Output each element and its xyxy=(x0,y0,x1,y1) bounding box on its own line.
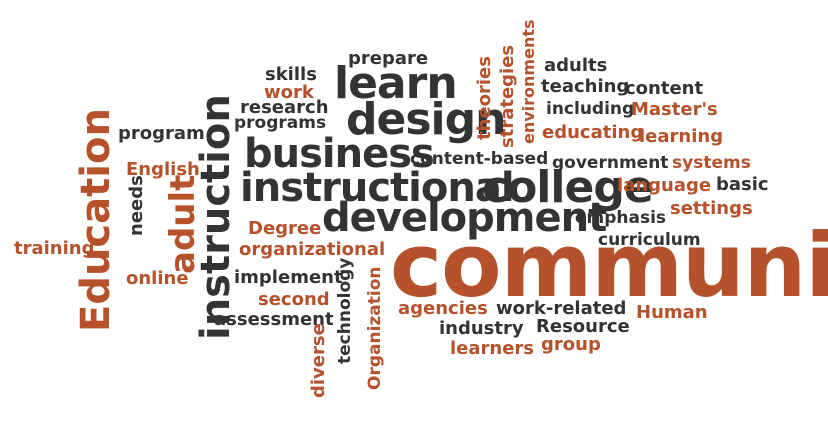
word-teaching: teaching xyxy=(541,76,630,97)
word-design: design xyxy=(346,94,506,145)
word-implement: implement xyxy=(234,267,343,288)
word-training: training xyxy=(14,238,95,259)
word-strategies: strategies xyxy=(497,44,518,148)
word-industry: industry xyxy=(439,318,524,339)
word-content-based: content-based xyxy=(410,149,549,169)
word-settings: settings xyxy=(670,198,753,219)
word-research: research xyxy=(240,97,329,118)
word-assessment: assessment xyxy=(214,309,334,330)
word-organizational: organizational xyxy=(239,239,386,260)
word-learners: learners xyxy=(450,338,535,359)
word-needs: needs xyxy=(126,175,147,236)
word-diverse: diverse xyxy=(308,323,329,398)
word-learn: learn xyxy=(334,58,458,109)
word-education: Education xyxy=(73,108,119,332)
word-learning: learning xyxy=(639,126,724,147)
word-skills: skills xyxy=(265,64,317,85)
word-adult: adult xyxy=(163,174,203,274)
word-environments: environments xyxy=(519,19,538,144)
word-basic: basic xyxy=(716,174,769,195)
word-development: development xyxy=(322,195,607,241)
word-community: community xyxy=(390,214,828,317)
word-educating: educating xyxy=(542,122,644,143)
word-masters: Master's xyxy=(631,99,718,120)
word-college: college xyxy=(482,162,654,213)
word-organization: Organization xyxy=(365,266,385,390)
word-technology: technology xyxy=(335,257,355,364)
word-content: content xyxy=(625,78,704,99)
word-online: online xyxy=(126,268,189,289)
word-emphasis: emphasis xyxy=(575,208,667,228)
word-human: Human xyxy=(636,302,708,323)
word-degree: Degree xyxy=(248,218,322,239)
word-group: group xyxy=(541,334,601,355)
word-business: business xyxy=(244,131,435,177)
word-second: second xyxy=(258,289,330,310)
word-including: including xyxy=(546,99,635,119)
word-resource: Resource xyxy=(536,316,630,337)
word-government: government xyxy=(552,153,669,173)
word-english: English xyxy=(126,159,200,180)
word-agencies: agencies xyxy=(398,298,488,319)
word-programs: programs xyxy=(234,113,327,133)
word-work-related: work-related xyxy=(496,298,627,319)
word-instructional: instructional xyxy=(240,165,515,211)
word-systems: systems xyxy=(672,153,751,173)
word-language: language xyxy=(617,175,712,196)
word-adults: adults xyxy=(544,55,608,76)
word-theories: theories xyxy=(474,56,495,140)
word-work: work xyxy=(264,82,314,103)
word-curriculum: curriculum xyxy=(598,230,701,250)
word-program: program xyxy=(118,123,205,144)
word-prepare: prepare xyxy=(348,48,429,69)
